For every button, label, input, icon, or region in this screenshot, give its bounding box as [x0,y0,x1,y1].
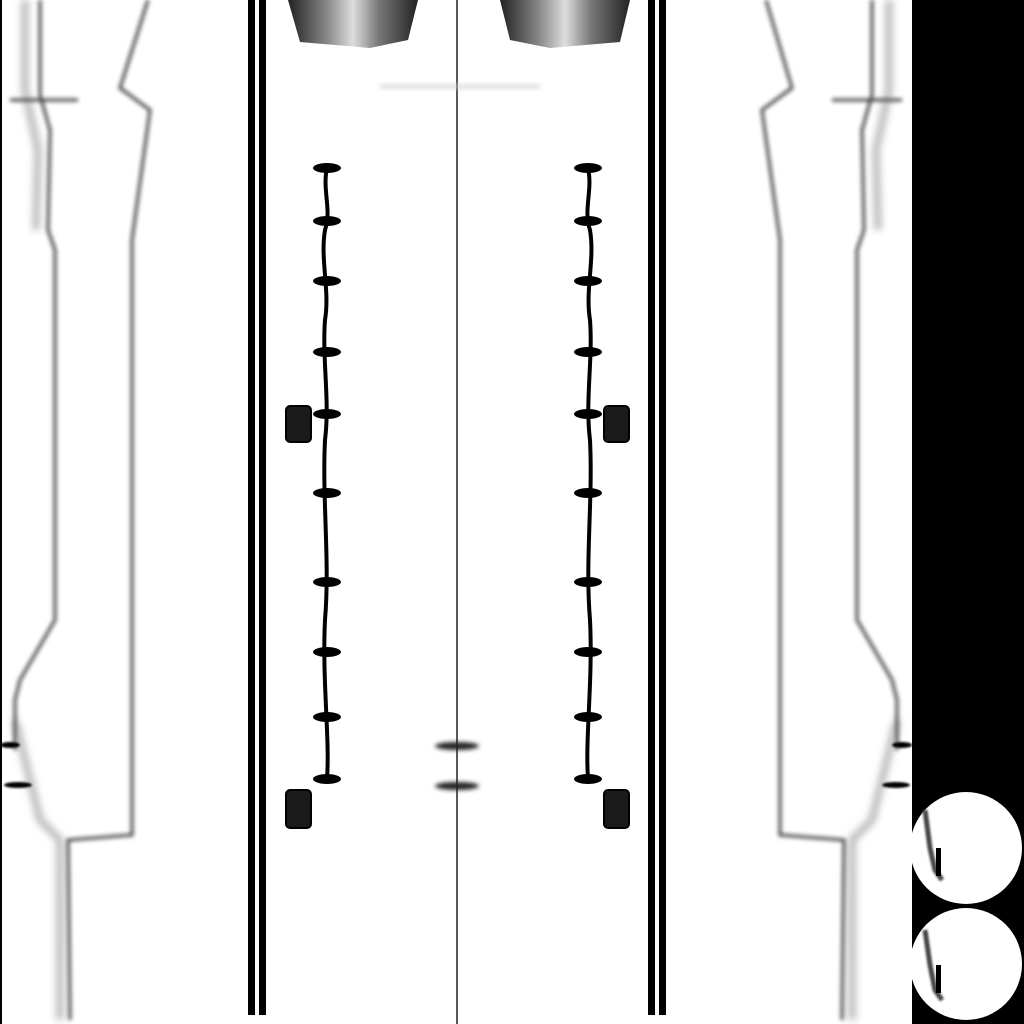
right-placket-lines [648,0,666,1015]
left-collar [288,0,418,48]
center-marks [435,742,479,790]
right-lower-tab [603,789,630,829]
lacing-stitch [574,488,602,498]
lacing-stitch [313,409,341,419]
right-collar [500,0,630,48]
lacing-stitch [574,276,602,286]
right-lacing-stitches [574,163,602,784]
upper-round-patch [910,792,1022,904]
right-upper-tab [603,405,630,443]
right-sleeve-shadow [849,0,900,1020]
lacing-stitch [313,347,341,357]
left-sleeve-panel [10,0,152,1021]
lacing-stitch [313,577,341,587]
lacing-stitch [313,276,341,286]
lacing-stitch [574,163,602,173]
lacing-stitch [313,488,341,498]
lacing-stitch [574,647,602,657]
lacing-stitch [313,712,341,722]
left-upper-tab [285,405,312,443]
left-placket-lines [248,0,266,1015]
lacing-stitch [574,216,602,226]
lacing-stitch [313,774,341,784]
right-sleeve-panel [760,0,902,1021]
lacing-stitch [574,577,602,587]
lacing-stitch [313,647,341,657]
lacing-stitch [574,347,602,357]
lacing-stitch [574,712,602,722]
left-lower-tab [285,789,312,829]
left-sleeve-shadow [12,0,63,1020]
left-side-marks [0,742,32,788]
lacing-stitch [313,216,341,226]
lower-round-patch [910,908,1022,1020]
lacing-stitch [574,774,602,784]
right-side-marks [882,742,912,788]
lacing-stitch [313,163,341,173]
left-lacing-stitches [313,163,341,784]
shoulder-fade [380,84,540,89]
lacing-stitch [574,409,602,419]
